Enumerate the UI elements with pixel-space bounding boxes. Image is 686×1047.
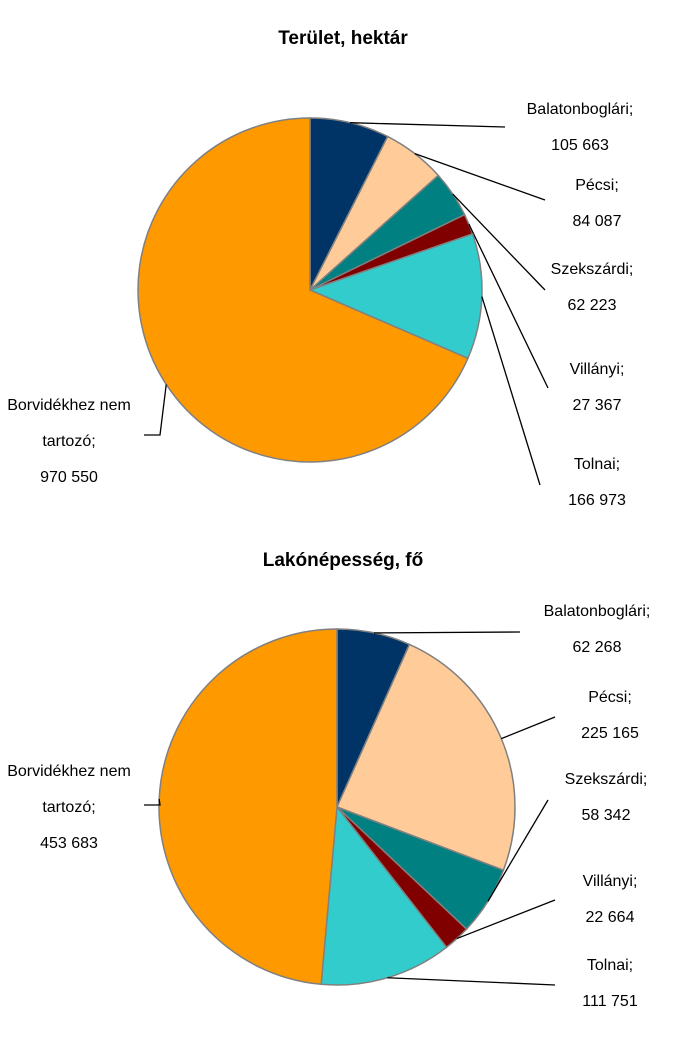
chart-title: Terület, hektár bbox=[278, 28, 408, 49]
data-label-value: 27 367 bbox=[572, 397, 622, 414]
data-label-value: 62 268 bbox=[572, 639, 622, 656]
data-label-name: Tolnai; bbox=[573, 456, 621, 473]
data-label-name: Borvidékhez nem tartozó; bbox=[7, 397, 131, 450]
leader-line bbox=[456, 899, 556, 940]
data-label-name: Szekszárdi; bbox=[550, 261, 634, 278]
pie-slice bbox=[335, 643, 516, 872]
leader-line bbox=[144, 798, 161, 806]
data-label-name: Villányi; bbox=[582, 873, 638, 890]
data-label-name: Villányi; bbox=[569, 361, 625, 378]
data-label-value: 22 664 bbox=[585, 909, 635, 926]
pie-slice bbox=[137, 117, 469, 463]
leader-line bbox=[349, 122, 506, 128]
leader-line bbox=[144, 384, 167, 436]
leader-line bbox=[481, 296, 541, 486]
data-label-value: 111 751 bbox=[582, 993, 638, 1010]
data-label-value: 105 663 bbox=[551, 137, 609, 154]
chart-title: Lakónépesség, fő bbox=[262, 550, 424, 571]
data-label-value: 58 342 bbox=[581, 807, 631, 824]
data-label-name: Balatonboglári; bbox=[526, 101, 634, 118]
pie-slice bbox=[158, 628, 338, 986]
data-label-name: Borvidékhez nem tartozó; bbox=[7, 763, 131, 816]
data-label-value: 62 223 bbox=[567, 297, 617, 314]
data-label-name: Pécsi; bbox=[588, 689, 632, 706]
data-label-name: Balatonboglári; bbox=[543, 603, 651, 620]
leader-line bbox=[414, 152, 546, 201]
leader-line bbox=[452, 193, 546, 291]
pie-slice bbox=[320, 805, 448, 986]
leader-line bbox=[487, 799, 549, 902]
leader-line bbox=[501, 716, 556, 740]
leader-line bbox=[374, 631, 521, 634]
data-label-value: 970 550 bbox=[40, 469, 98, 486]
data-label-value: 225 165 bbox=[581, 725, 639, 742]
leader-line bbox=[387, 977, 556, 986]
data-label-name: Tolnai; bbox=[586, 957, 634, 974]
data-label-value: 453 683 bbox=[40, 835, 98, 852]
data-label-name: Szekszárdi; bbox=[564, 771, 648, 788]
leader-line bbox=[468, 223, 549, 389]
data-label-value: 84 087 bbox=[572, 213, 622, 230]
pie-slice bbox=[307, 232, 483, 360]
data-label-name: Pécsi; bbox=[575, 177, 619, 194]
data-label-value: 166 973 bbox=[568, 492, 626, 509]
